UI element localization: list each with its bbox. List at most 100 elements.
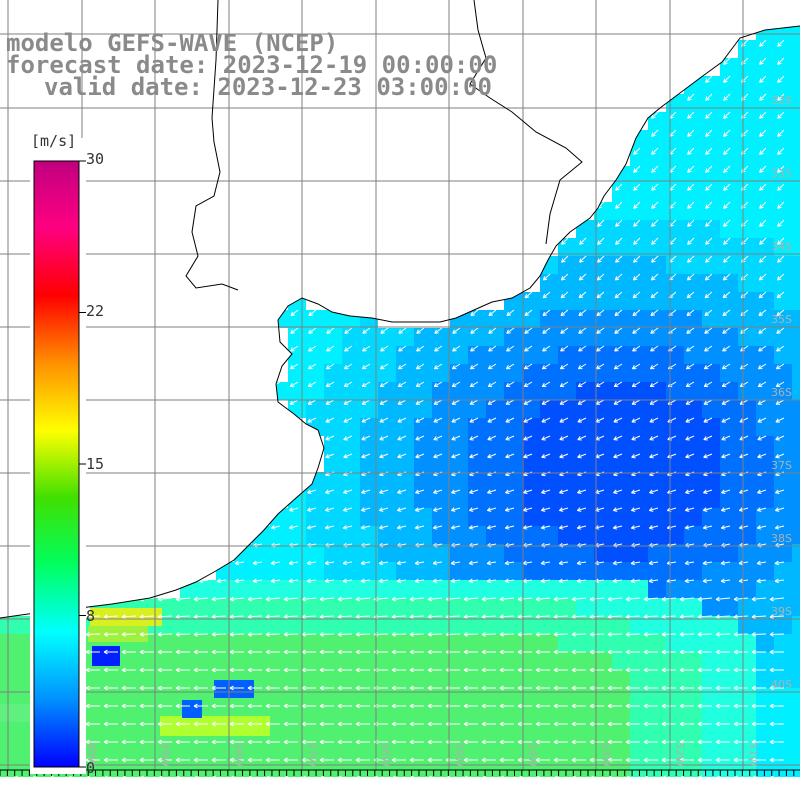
wind-arrow <box>517 721 532 727</box>
wind-arrow <box>703 399 713 405</box>
wind-arrow <box>325 417 335 423</box>
wind-cell <box>522 616 540 634</box>
wind-cell <box>774 436 792 454</box>
wind-cell <box>792 166 800 184</box>
wind-arrow <box>589 596 605 602</box>
wind-cell <box>378 688 396 706</box>
wind-cell <box>450 724 468 742</box>
wind-arrow <box>499 596 515 602</box>
wind-cell <box>288 688 306 706</box>
border-line <box>469 0 583 245</box>
wind-arrow <box>247 631 263 637</box>
wind-cell <box>486 454 504 472</box>
wind-arrow <box>308 327 317 334</box>
wind-arrow <box>499 721 514 727</box>
wind-arrow <box>571 685 586 691</box>
wind-cell <box>162 688 180 706</box>
wind-cell <box>306 490 324 508</box>
wind-cell <box>522 454 540 472</box>
wind-arrow <box>777 201 785 209</box>
wind-arrow <box>481 739 496 745</box>
wind-cell <box>684 328 702 346</box>
wind-cell <box>306 724 324 742</box>
wind-cell <box>234 616 252 634</box>
wind-arrow <box>451 489 461 495</box>
longitude-label: 58W <box>232 742 245 767</box>
wind-cell <box>450 526 468 544</box>
wind-arrow <box>776 273 785 281</box>
wind-cell <box>558 634 576 652</box>
wind-arrow <box>470 327 479 334</box>
wind-cell <box>378 346 396 364</box>
wind-cell <box>486 526 504 544</box>
wind-arrow <box>733 596 749 602</box>
wind-cell <box>522 598 540 616</box>
wind-arrow <box>614 327 623 334</box>
wind-arrow <box>343 399 353 405</box>
wind-cell <box>558 742 576 760</box>
wind-cell <box>720 598 738 616</box>
wind-cell <box>738 130 756 148</box>
wind-cell <box>594 238 612 256</box>
wind-arrow <box>774 507 785 512</box>
wind-cell <box>684 616 702 634</box>
wind-arrow <box>427 667 442 673</box>
wind-arrow <box>319 631 335 637</box>
wind-arrow <box>427 703 442 709</box>
wind-cell <box>432 436 450 454</box>
wind-arrow <box>103 703 118 709</box>
wind-cell <box>576 580 594 598</box>
wind-cell <box>666 130 684 148</box>
wind-cell <box>522 292 540 310</box>
wind-arrow <box>379 453 389 459</box>
wind-arrow <box>631 489 641 495</box>
wind-arrow <box>757 417 767 423</box>
wind-arrow <box>541 417 551 423</box>
wind-arrow <box>703 435 713 441</box>
wind-arrow <box>535 739 550 745</box>
wind-arrow <box>391 649 406 655</box>
wind-arrow <box>247 614 263 620</box>
wind-arrow <box>523 381 533 388</box>
wind-cell <box>666 310 684 328</box>
wind-arrow <box>326 327 335 334</box>
wind-arrow <box>759 75 767 83</box>
wind-arrow <box>612 525 623 530</box>
wind-arrow <box>558 525 569 530</box>
wind-arrow <box>613 489 623 495</box>
wind-cell <box>288 328 306 346</box>
wind-arrow <box>378 560 389 566</box>
wind-cell <box>144 670 162 688</box>
wind-cell <box>342 562 360 580</box>
wind-arrow <box>733 739 748 745</box>
wind-cell <box>414 472 432 490</box>
wind-cell <box>594 634 612 652</box>
wind-cell <box>558 256 576 274</box>
wind-cell <box>558 652 576 670</box>
wind-cell <box>432 598 450 616</box>
wind-arrow <box>607 631 623 637</box>
wind-arrow <box>103 739 118 745</box>
wind-arrow <box>517 649 532 655</box>
wind-arrow <box>486 507 497 512</box>
wind-arrow <box>589 739 604 745</box>
wind-cell <box>720 346 738 364</box>
wind-cell <box>450 346 468 364</box>
wind-cell <box>630 724 648 742</box>
wind-cell <box>450 382 468 400</box>
wind-cell <box>774 76 792 94</box>
wind-cell <box>270 724 288 742</box>
wind-cell <box>558 616 576 634</box>
wind-arrow <box>705 165 713 173</box>
wind-arrow <box>769 596 785 602</box>
wind-arrow <box>488 309 497 317</box>
wind-cell <box>360 346 378 364</box>
wind-arrow <box>705 255 713 263</box>
wind-cell <box>504 490 522 508</box>
wind-cell <box>324 688 342 706</box>
wind-arrow <box>325 381 335 388</box>
wind-arrow <box>684 525 695 530</box>
wind-arrow <box>427 614 443 620</box>
wind-arrow <box>247 703 262 709</box>
wind-cell <box>180 598 198 616</box>
